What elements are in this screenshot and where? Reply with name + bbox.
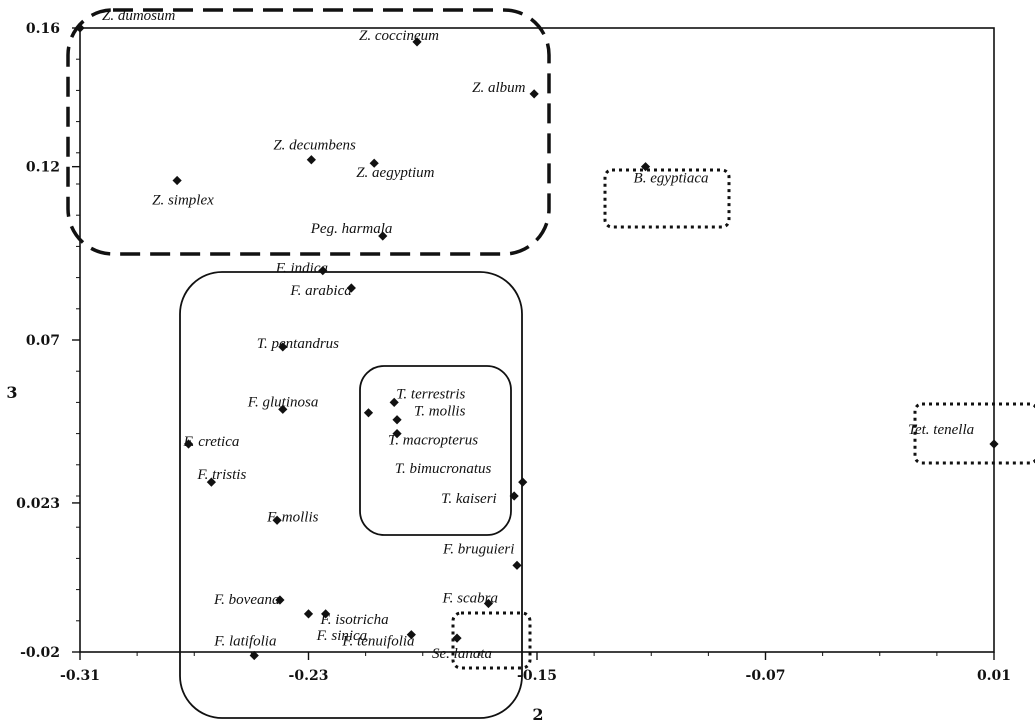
data-point [303,609,314,619]
point-label: Z. simplex [152,193,214,209]
data-point [272,515,282,525]
plot-frame [79,27,995,653]
data-point [206,477,216,487]
data-point [346,283,356,293]
y-tick-label: -0.02 [20,645,60,661]
data-point [378,231,388,241]
point-label: T. bimucronatus [395,461,492,477]
x-axis-title: 2 [532,705,543,724]
data-point [75,23,85,33]
point-label: T. macropterus [388,433,478,449]
point-label: F. tenuifolia [341,634,414,650]
point-label: F. boveana [213,592,280,608]
group-outline-tetraena [913,402,1035,465]
point-label: Z. aegyptium [356,165,434,181]
data-point [483,598,494,609]
point-label: F. scabra [441,590,498,606]
point-label: Z. coccineum [359,28,439,44]
x-tick-label: -0.23 [289,668,329,684]
y-tick-label: 0.12 [26,160,60,176]
x-tick-label: -0.15 [517,668,557,684]
point-label: Z. dumosum [102,8,176,24]
point-label: Se. lanata [432,646,492,662]
data-point [512,560,522,570]
point-label: F. glutinosa [247,394,319,410]
y-tick-label: 0.07 [26,333,60,349]
data-point [321,609,331,619]
data-point [640,162,651,172]
point-label: T. kaiseri [441,491,497,507]
x-tick-label: -0.07 [746,668,786,684]
point-label: Tet. tenella [908,422,974,438]
data-point [275,595,285,605]
group-outline-seetzenia [451,611,532,670]
data-point [369,158,379,168]
group-outline-balanites [603,168,731,229]
point-labels: Z. dumosum Z. coccineum Z. album Z. decumbe… [102,8,974,662]
data-point [392,429,402,439]
x-tick-label: -0.31 [60,668,100,684]
point-label: T. terrestris [396,386,465,402]
data-point [412,37,422,47]
x-tick-label: 0.01 [977,668,1011,684]
y-tick-label: 0.023 [16,496,60,512]
data-point [278,404,288,414]
group-outline-tribulus [359,365,512,536]
data-point [172,175,182,186]
point-label: Z. decumbens [273,138,356,154]
point-label: F. arabica [289,283,351,299]
data-point [392,415,402,425]
point-label: F. bruguieri [442,541,514,557]
point-label: F. tristis [196,467,246,483]
point-label: F. sinica [316,628,368,644]
data-point [278,342,288,352]
data-point [389,397,399,407]
point-label: B. egyptiaca [634,171,709,187]
point-label: F. indica [275,261,328,277]
data-point [306,155,316,165]
data-point [509,491,519,501]
data-point [318,266,328,276]
data-point [529,89,539,99]
point-label: F. cretica [183,434,240,450]
data-point [989,439,999,449]
point-label: F. mollis [266,509,319,525]
axis-ticks [72,27,995,660]
point-label: F. latifolia [213,633,276,649]
point-label: Z. album [472,80,526,96]
point-label: Peg. harmala [310,221,393,237]
data-point [452,633,462,643]
data-points [75,23,999,661]
group-outline-fagonia [179,271,523,719]
y-tick-label: 0.16 [26,21,60,37]
data-point [518,477,528,487]
data-point [406,630,416,640]
point-label: T. mollis [414,404,466,420]
group-outline-zygophyllum [66,8,551,256]
point-label: T. pentandrus [257,336,339,352]
data-point [249,650,259,661]
data-point [363,408,374,418]
y-axis-title: 3 [6,383,17,402]
tick-labels: -0.31 -0.23 -0.15 -0.07 0.01 -0.02 0.023 0.07 0.… [16,21,1011,684]
data-point [183,439,194,449]
point-label: F. isotricha [320,612,389,628]
